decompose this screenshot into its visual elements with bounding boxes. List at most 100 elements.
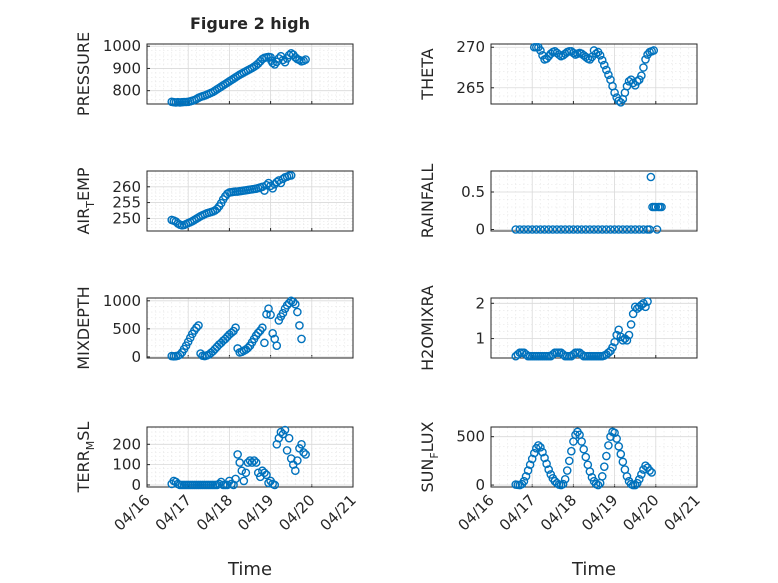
data-point: [618, 457, 628, 467]
y-tick-label: 250: [112, 209, 141, 227]
data-point: [610, 225, 619, 234]
data-point: [610, 428, 619, 438]
data-point: [626, 320, 636, 329]
y-axis-label: PRESSURE: [74, 32, 93, 116]
data-point: [299, 448, 308, 457]
data-point: [268, 184, 277, 193]
x-tick-label: 04/20: [275, 491, 318, 534]
subplot-4: 0 0.5 RAINFALL: [418, 164, 698, 239]
subplot-1: 800 900 1000 PRESSURE: [74, 32, 354, 116]
data-point: [614, 225, 624, 234]
data-point: [253, 328, 263, 338]
data-point: [612, 330, 621, 340]
data-point: [538, 447, 547, 457]
y-tick-label: 260: [112, 178, 141, 196]
data-point: [536, 443, 545, 452]
data-point: [301, 55, 310, 64]
data-point: [581, 225, 591, 234]
data-point: [562, 466, 572, 475]
data-point: [293, 456, 302, 465]
data-point: [606, 225, 615, 234]
data-point: [272, 341, 282, 350]
data-point: [552, 478, 562, 488]
x-tick-label: 04/20: [619, 491, 662, 534]
data-point: [260, 468, 269, 478]
data-point: [585, 225, 595, 234]
y-axis-label: SUNFLUX: [418, 421, 441, 492]
data-point: [649, 46, 659, 55]
y-tick-label: 1000: [103, 37, 141, 55]
x-axis-label-right: Time: [571, 559, 616, 580]
y-axis-label: H2OMIXRA: [418, 285, 437, 371]
data-point: [192, 323, 201, 333]
data-point: [624, 330, 634, 340]
data-point: [604, 70, 613, 80]
data-point: [635, 474, 644, 484]
data-point: [630, 81, 640, 90]
data-point: [618, 225, 628, 234]
data-point: [194, 321, 203, 330]
data-point: [612, 434, 621, 443]
data-point: [525, 460, 535, 470]
data-point: [569, 225, 578, 234]
data-point: [647, 468, 656, 477]
data-point: [297, 439, 306, 449]
subplot-5: 0 500 1000 MIXDEPTH: [74, 286, 354, 370]
data-point: [249, 456, 259, 465]
x-tick-label: 04/16: [455, 491, 498, 534]
y-axis-label: AIRTEMP: [74, 167, 97, 234]
plot-area: [490, 170, 698, 232]
data-point: [268, 58, 277, 68]
y-tick-label: 0.5: [461, 183, 485, 201]
data-point: [212, 204, 222, 214]
subplot-7: 0 100 200 TERRMSL 04/1604/1704/1804/1904/200…: [74, 422, 360, 535]
data-point: [529, 448, 539, 458]
data-point: [618, 336, 628, 345]
data-point: [554, 50, 564, 59]
y-tick-label: 1000: [103, 292, 141, 310]
data-point: [243, 343, 253, 353]
plot-frame: [146, 297, 354, 359]
data-point: [560, 474, 570, 484]
data-point: [278, 308, 288, 318]
x-tick-label: 04/19: [578, 491, 621, 534]
data-point: [523, 466, 533, 475]
data-point: [542, 54, 551, 63]
data-point: [639, 225, 648, 234]
data-point: [260, 186, 269, 195]
data-point: [284, 433, 294, 443]
x-tick-label: 04/21: [317, 491, 360, 534]
data-point: [604, 348, 613, 358]
data-point: [258, 323, 267, 333]
data-point: [301, 450, 310, 459]
y-tick-label: 500: [456, 428, 485, 446]
data-point: [268, 329, 277, 338]
x-tick-label: 04/21: [661, 491, 704, 534]
data-point: [295, 55, 304, 65]
data-point: [616, 449, 626, 459]
y-tick-label: 270: [456, 38, 485, 56]
plot-area: [490, 297, 698, 359]
data-point: [260, 338, 269, 348]
x-tick-label: 04/17: [496, 491, 539, 534]
data-point: [585, 467, 595, 476]
data-point: [595, 51, 605, 60]
data-point: [622, 225, 632, 234]
data-point: [585, 55, 595, 64]
y-tick-label: 265: [456, 79, 485, 97]
data-point: [624, 76, 634, 86]
data-point: [564, 456, 574, 466]
data-point: [276, 427, 286, 437]
data-point: [600, 60, 609, 70]
figure-title: Figure 2 high: [190, 14, 310, 33]
data-point: [591, 49, 601, 59]
data-point: [266, 181, 275, 191]
data-point: [577, 437, 586, 446]
data-point: [251, 458, 261, 467]
data-point: [641, 55, 650, 64]
data-point: [602, 451, 611, 461]
data-point: [534, 441, 543, 450]
data-point: [630, 225, 640, 234]
data-point: [573, 225, 582, 234]
